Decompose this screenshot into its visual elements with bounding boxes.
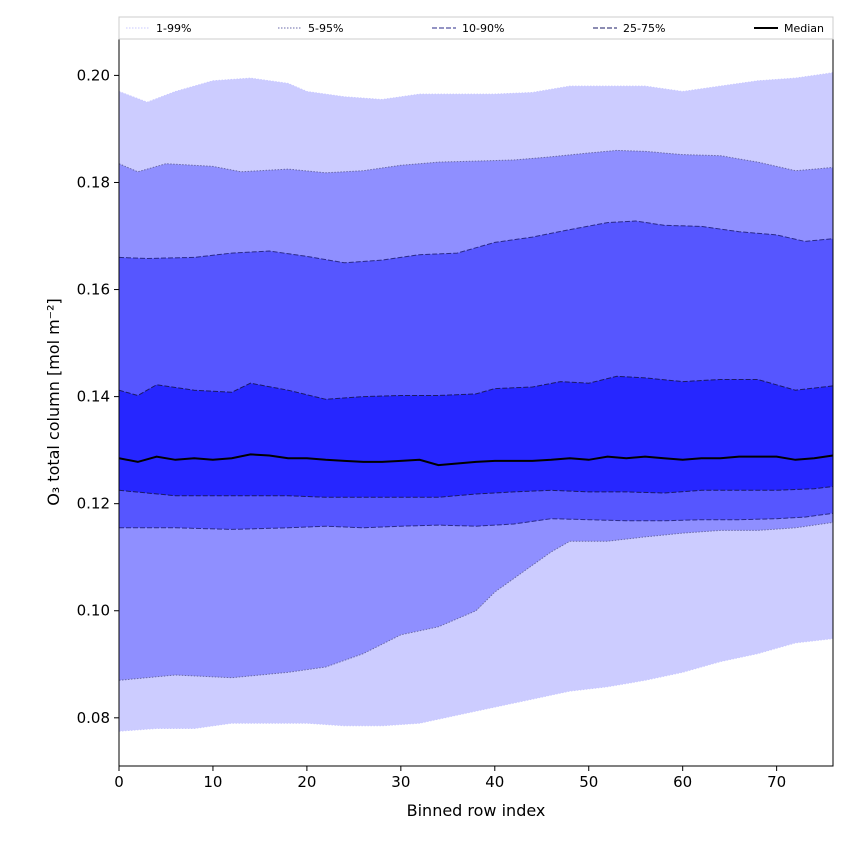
band-25-75-area bbox=[119, 376, 833, 498]
median-layer bbox=[119, 453, 833, 467]
legend-label-5-95: 5-95% bbox=[308, 22, 343, 35]
y-tick-label: 0.12 bbox=[77, 495, 110, 513]
y-axis-label: O₃ total column [mol m⁻²] bbox=[44, 298, 63, 506]
x-tick-label: 40 bbox=[485, 773, 504, 791]
band-10-90-upper-line bbox=[119, 220, 833, 264]
legend-label-10-90: 10-90% bbox=[462, 22, 504, 35]
bands-layer bbox=[119, 72, 833, 732]
x-tick-label: 60 bbox=[673, 773, 692, 791]
band-10-90-lower-line bbox=[119, 512, 833, 530]
band-5-95-upper-line bbox=[119, 149, 833, 174]
y-tick-label: 0.08 bbox=[77, 709, 110, 727]
x-tick-label: 70 bbox=[767, 773, 786, 791]
band-25-75-lower-line bbox=[119, 486, 833, 498]
x-tick-label: 10 bbox=[203, 773, 222, 791]
legend-label-1-99: 1-99% bbox=[156, 22, 191, 35]
band-1-99-upper-line bbox=[119, 72, 833, 103]
x-tick-label: 0 bbox=[114, 773, 124, 791]
x-tick-label: 50 bbox=[579, 773, 598, 791]
x-tick-label: 30 bbox=[391, 773, 410, 791]
legend-box bbox=[118, 16, 834, 40]
y-tick-label: 0.16 bbox=[77, 281, 110, 299]
y-tick-label: 0.14 bbox=[77, 388, 110, 406]
x-axis-label: Binned row index bbox=[407, 801, 546, 820]
median-line bbox=[119, 453, 833, 467]
band-25-75-upper-line bbox=[119, 375, 833, 400]
x-tick-label: 20 bbox=[297, 773, 316, 791]
y-axis: 0.08 0.10 0.12 0.14 0.16 0.18 0.20 bbox=[77, 66, 119, 727]
x-axis: 0 10 20 30 40 50 60 70 bbox=[114, 766, 786, 791]
legend-label-median: Median bbox=[784, 22, 824, 35]
y-tick-label: 0.18 bbox=[77, 173, 110, 191]
legend: 1-99% 5-95% 10-90% 25-75% Median bbox=[118, 16, 834, 40]
y-tick-label: 0.10 bbox=[77, 602, 110, 620]
y-tick-label: 0.20 bbox=[77, 66, 110, 84]
band-5-95-lower-line bbox=[119, 521, 833, 681]
legend-label-25-75: 25-75% bbox=[623, 22, 665, 35]
